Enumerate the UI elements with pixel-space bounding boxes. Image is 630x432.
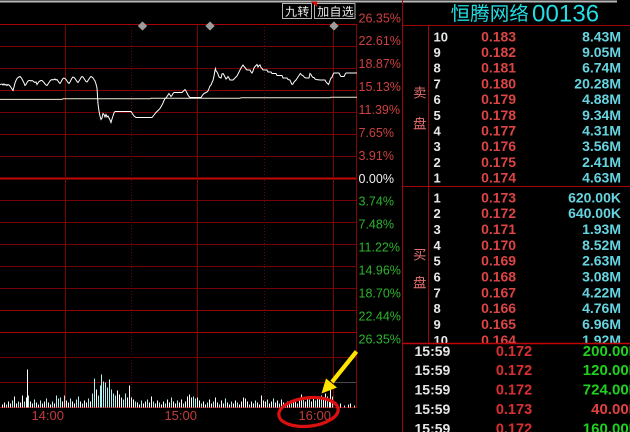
svg-text:3: 3 xyxy=(434,139,441,154)
svg-text:1: 1 xyxy=(434,190,441,205)
svg-text:6.96M: 6.96M xyxy=(582,316,621,332)
svg-text:15:00: 15:00 xyxy=(164,408,197,423)
svg-text:0.165: 0.165 xyxy=(481,316,516,332)
svg-text:6: 6 xyxy=(434,270,441,285)
svg-text:0.178: 0.178 xyxy=(481,107,516,123)
svg-text:200.00K: 200.00K xyxy=(583,343,630,360)
svg-text:7.65%: 7.65% xyxy=(359,126,394,140)
svg-text:11.22%: 11.22% xyxy=(359,241,400,255)
svg-text:15:59: 15:59 xyxy=(415,343,451,359)
svg-text:9.05M: 9.05M xyxy=(582,44,621,60)
svg-text:7: 7 xyxy=(434,285,441,300)
svg-text:7.48%: 7.48% xyxy=(359,218,394,232)
svg-text:0.173: 0.173 xyxy=(481,189,516,205)
svg-text:15:59: 15:59 xyxy=(415,401,451,417)
svg-text:0.179: 0.179 xyxy=(481,91,516,107)
svg-text:4.63M: 4.63M xyxy=(582,170,621,186)
svg-text:3.08M: 3.08M xyxy=(582,269,621,285)
svg-text:2: 2 xyxy=(434,155,441,170)
svg-text:0.171: 0.171 xyxy=(481,221,516,237)
svg-text:0.174: 0.174 xyxy=(481,170,516,186)
svg-text:2.63M: 2.63M xyxy=(582,253,621,269)
svg-text:8: 8 xyxy=(434,301,441,316)
svg-text:18.87%: 18.87% xyxy=(359,57,401,71)
svg-text:1.92M: 1.92M xyxy=(582,332,621,348)
svg-text:8.43M: 8.43M xyxy=(582,28,621,44)
svg-text:120.00K: 120.00K xyxy=(583,362,630,379)
svg-text:0.172: 0.172 xyxy=(496,383,532,399)
svg-text:0.172: 0.172 xyxy=(496,421,532,432)
svg-text:620.00K: 620.00K xyxy=(568,189,621,205)
svg-text:4: 4 xyxy=(434,238,442,253)
svg-text:3.91%: 3.91% xyxy=(359,149,394,163)
svg-text:8: 8 xyxy=(434,61,441,76)
svg-text:4.31M: 4.31M xyxy=(582,123,621,139)
svg-text:9: 9 xyxy=(434,317,441,332)
svg-text:22.44%: 22.44% xyxy=(359,309,401,323)
svg-text:10: 10 xyxy=(434,29,448,44)
svg-text:15.13%: 15.13% xyxy=(359,80,401,94)
svg-text:15:59: 15:59 xyxy=(415,420,451,432)
svg-text:14:00: 14:00 xyxy=(31,408,64,423)
svg-text:15:59: 15:59 xyxy=(415,382,451,398)
svg-text:5: 5 xyxy=(434,254,441,269)
svg-text:0.169: 0.169 xyxy=(481,253,516,269)
svg-text:3.56M: 3.56M xyxy=(582,138,621,154)
svg-text:9: 9 xyxy=(434,45,441,60)
svg-text:724.00K: 724.00K xyxy=(583,382,630,399)
svg-text:00136: 00136 xyxy=(532,1,599,28)
svg-text:7: 7 xyxy=(434,76,441,91)
svg-text:2.41M: 2.41M xyxy=(582,154,621,170)
svg-text:3: 3 xyxy=(434,222,441,237)
svg-text:0.181: 0.181 xyxy=(481,60,516,76)
svg-text:5: 5 xyxy=(434,108,441,123)
svg-text:0.00%: 0.00% xyxy=(359,172,394,186)
svg-text:14.96%: 14.96% xyxy=(359,264,401,278)
svg-text:40.00K: 40.00K xyxy=(591,401,630,418)
svg-text:11.39%: 11.39% xyxy=(359,103,400,117)
svg-text:4.76M: 4.76M xyxy=(582,300,621,316)
svg-text:0.180: 0.180 xyxy=(481,75,516,91)
svg-text:1: 1 xyxy=(434,171,441,186)
svg-text:0.166: 0.166 xyxy=(481,300,516,316)
svg-text:16:00: 16:00 xyxy=(298,408,331,423)
svg-text:0.175: 0.175 xyxy=(481,154,516,170)
svg-text:640.00K: 640.00K xyxy=(568,205,621,221)
svg-text:0.173: 0.173 xyxy=(496,402,532,418)
svg-text:0.182: 0.182 xyxy=(481,44,516,60)
svg-text:0.172: 0.172 xyxy=(496,344,532,360)
svg-text:4: 4 xyxy=(434,124,442,139)
svg-text:0.177: 0.177 xyxy=(481,123,516,139)
svg-text:1.93M: 1.93M xyxy=(582,221,621,237)
svg-text:6: 6 xyxy=(434,92,441,107)
svg-text:0.170: 0.170 xyxy=(481,237,516,253)
svg-text:26.35%: 26.35% xyxy=(359,332,401,346)
svg-text:22.61%: 22.61% xyxy=(359,34,401,48)
svg-text:160.00K: 160.00K xyxy=(583,420,630,432)
svg-text:2: 2 xyxy=(434,206,441,221)
svg-text:3.74%: 3.74% xyxy=(359,195,394,209)
svg-text:0.172: 0.172 xyxy=(496,363,532,379)
svg-text:18.70%: 18.70% xyxy=(359,287,401,301)
svg-text:9.34M: 9.34M xyxy=(582,107,621,123)
svg-text:0.172: 0.172 xyxy=(481,205,516,221)
svg-text:20.28M: 20.28M xyxy=(574,75,621,91)
svg-text:0.176: 0.176 xyxy=(481,138,516,154)
svg-text:10: 10 xyxy=(434,333,448,348)
svg-text:15:59: 15:59 xyxy=(415,362,451,378)
svg-text:0.183: 0.183 xyxy=(481,28,516,44)
svg-text:0.167: 0.167 xyxy=(481,284,516,300)
svg-text:4.22M: 4.22M xyxy=(582,284,621,300)
svg-text:26.35%: 26.35% xyxy=(359,11,401,25)
svg-text:4.88M: 4.88M xyxy=(582,91,621,107)
svg-text:8.52M: 8.52M xyxy=(582,237,621,253)
svg-text:0.168: 0.168 xyxy=(481,269,516,285)
svg-text:0.164: 0.164 xyxy=(481,332,516,348)
svg-text:6.74M: 6.74M xyxy=(582,60,621,76)
